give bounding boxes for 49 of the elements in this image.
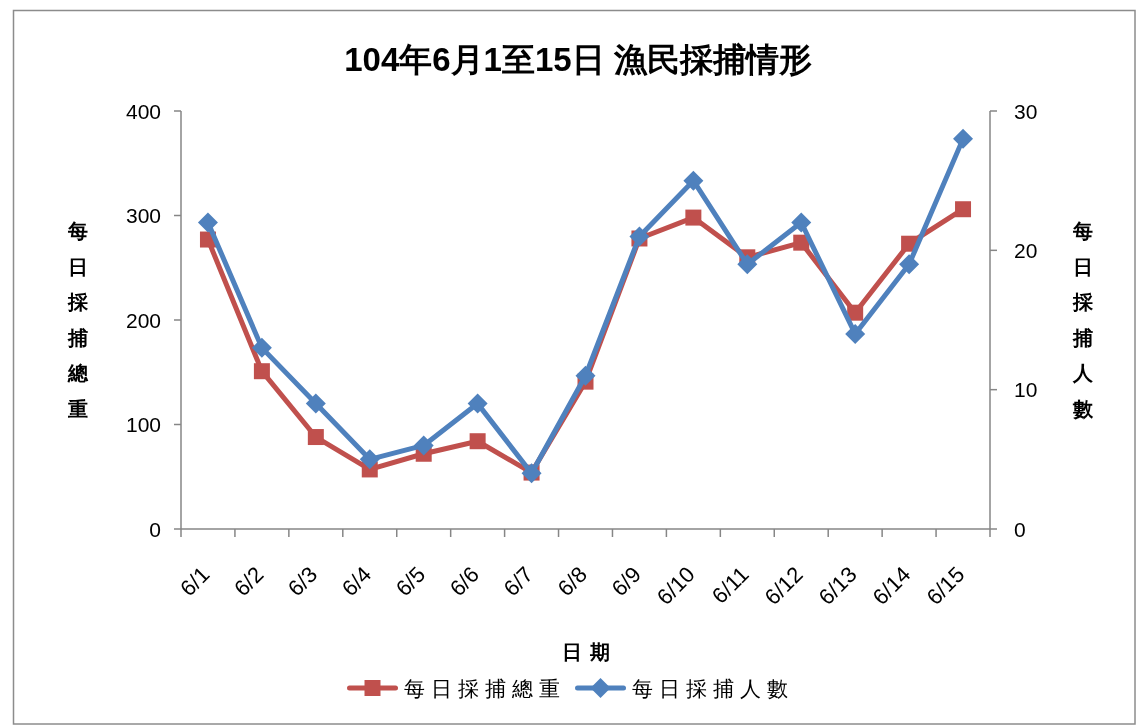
point — [305, 393, 326, 414]
x-tick-label: 6/7 — [498, 561, 538, 602]
point — [359, 449, 380, 470]
x-tick-label: 6/11 — [706, 561, 754, 609]
x-tick-label: 6/4 — [336, 561, 377, 602]
x-tick-label: 6/6 — [444, 561, 485, 602]
point — [683, 170, 704, 191]
point — [685, 209, 702, 226]
y2-tick-label: 30 — [1014, 99, 1038, 123]
y-axis-title: 每日採捕總重 — [67, 220, 89, 420]
point — [953, 128, 974, 149]
x-tick-label: 6/9 — [606, 561, 646, 602]
chart-title: 104年6月1至15日 漁民採捕情形 — [344, 41, 812, 78]
y2-axis-title: 每日採捕人數 — [1072, 220, 1094, 420]
point — [847, 304, 864, 321]
point — [253, 363, 270, 380]
x-tick-label: 6/8 — [552, 561, 592, 602]
point — [793, 234, 810, 251]
point — [197, 212, 218, 233]
x-tick-label: 6/14 — [867, 561, 916, 610]
y-tick-label: 200 — [125, 308, 161, 332]
x-tick-label: 6/5 — [390, 561, 431, 602]
legend-label: 每日採捕人數 — [631, 676, 794, 700]
point — [307, 429, 324, 446]
point — [899, 254, 920, 275]
y-tick-label: 400 — [125, 99, 161, 123]
point — [413, 435, 434, 456]
y-tick-label: 100 — [125, 413, 161, 437]
y-tick-label: 300 — [125, 204, 161, 228]
point — [845, 323, 866, 344]
y2-tick-label: 0 — [1014, 517, 1026, 541]
y2-tick-label: 20 — [1014, 238, 1038, 262]
x-tick-label: 6/1 — [175, 561, 215, 602]
x-tick-label: 6/3 — [282, 561, 323, 602]
x-tick-label: 6/10 — [651, 561, 700, 610]
point — [955, 201, 972, 218]
point — [469, 433, 486, 450]
point — [251, 337, 272, 358]
x-tick-label: 6/12 — [759, 561, 808, 610]
x-tick-label: 6/13 — [813, 561, 862, 610]
point — [791, 212, 812, 233]
x-axis-title: 日期 — [561, 641, 618, 663]
y2-tick-label: 10 — [1014, 378, 1038, 402]
point — [467, 393, 488, 414]
y-tick-label: 0 — [149, 517, 161, 541]
point — [575, 365, 596, 386]
point — [737, 254, 758, 275]
legend-label: 每日採捕總重 — [403, 676, 566, 700]
x-tick-label: 6/2 — [229, 561, 269, 602]
